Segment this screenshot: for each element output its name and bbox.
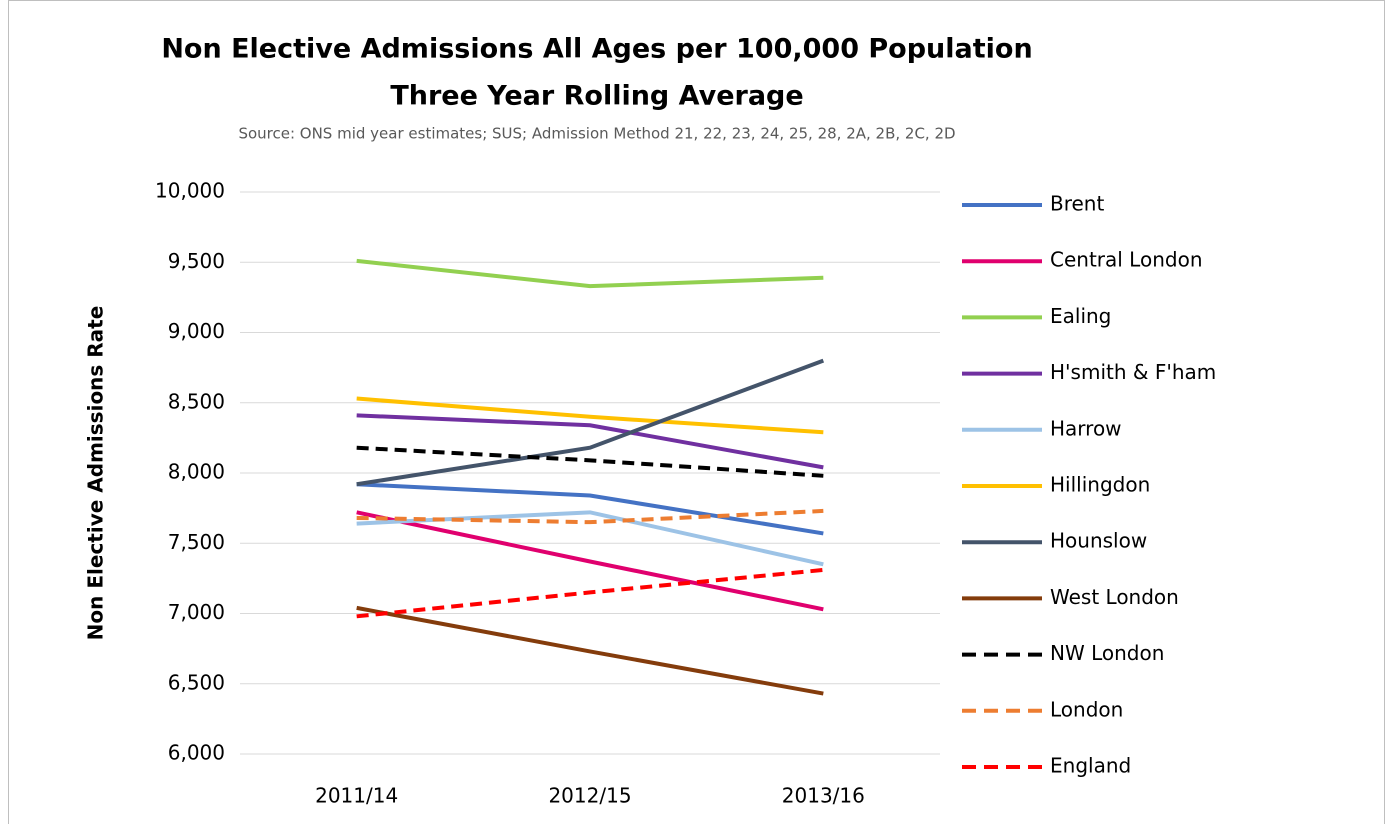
y-tick-label: 10,000 (155, 179, 225, 203)
y-tick-label: 6,500 (168, 670, 225, 694)
data-line (356, 482, 824, 536)
data-line (356, 567, 824, 619)
legend-label: Hillingdon (1050, 473, 1150, 497)
x-tick-label: 2012/15 (548, 784, 631, 808)
x-tick-label: 2011/14 (315, 784, 398, 808)
legend-label: NW London (1050, 641, 1164, 665)
y-tick-label: 7,500 (168, 530, 225, 554)
y-tick-label: 8,500 (168, 389, 225, 413)
y-tick-label: 7,000 (168, 600, 225, 624)
legend-label: West London (1050, 585, 1179, 609)
data-line (356, 258, 824, 289)
data-line (356, 358, 825, 487)
data-line (356, 508, 824, 525)
legend-label: Ealing (1050, 304, 1111, 328)
data-line (356, 413, 824, 470)
data-line (356, 396, 824, 435)
legend-label: England (1050, 754, 1131, 778)
y-tick-label: 9,000 (168, 319, 225, 343)
legend-label: Central London (1050, 248, 1203, 272)
y-tick-label: 9,500 (168, 249, 225, 273)
data-line (356, 445, 824, 478)
chart-title: Three Year Rolling Average (390, 81, 803, 112)
chart-title: Non Elective Admissions All Ages per 100… (161, 34, 1032, 65)
legend-label: Hounslow (1050, 529, 1147, 553)
legend-label: Harrow (1050, 416, 1122, 440)
y-axis-label: Non Elective Admissions Rate (84, 306, 108, 641)
legend-label: London (1050, 697, 1123, 721)
data-line (356, 510, 824, 612)
y-tick-label: 8,000 (168, 460, 225, 484)
x-tick-label: 2013/16 (782, 784, 865, 808)
legend-label: Brent (1050, 192, 1104, 216)
legend-label: H'smith & F'ham (1050, 360, 1216, 384)
chart-subtitle: Source: ONS mid year estimates; SUS; Adm… (238, 125, 955, 143)
data-line (356, 605, 824, 696)
y-tick-label: 6,000 (168, 741, 225, 765)
